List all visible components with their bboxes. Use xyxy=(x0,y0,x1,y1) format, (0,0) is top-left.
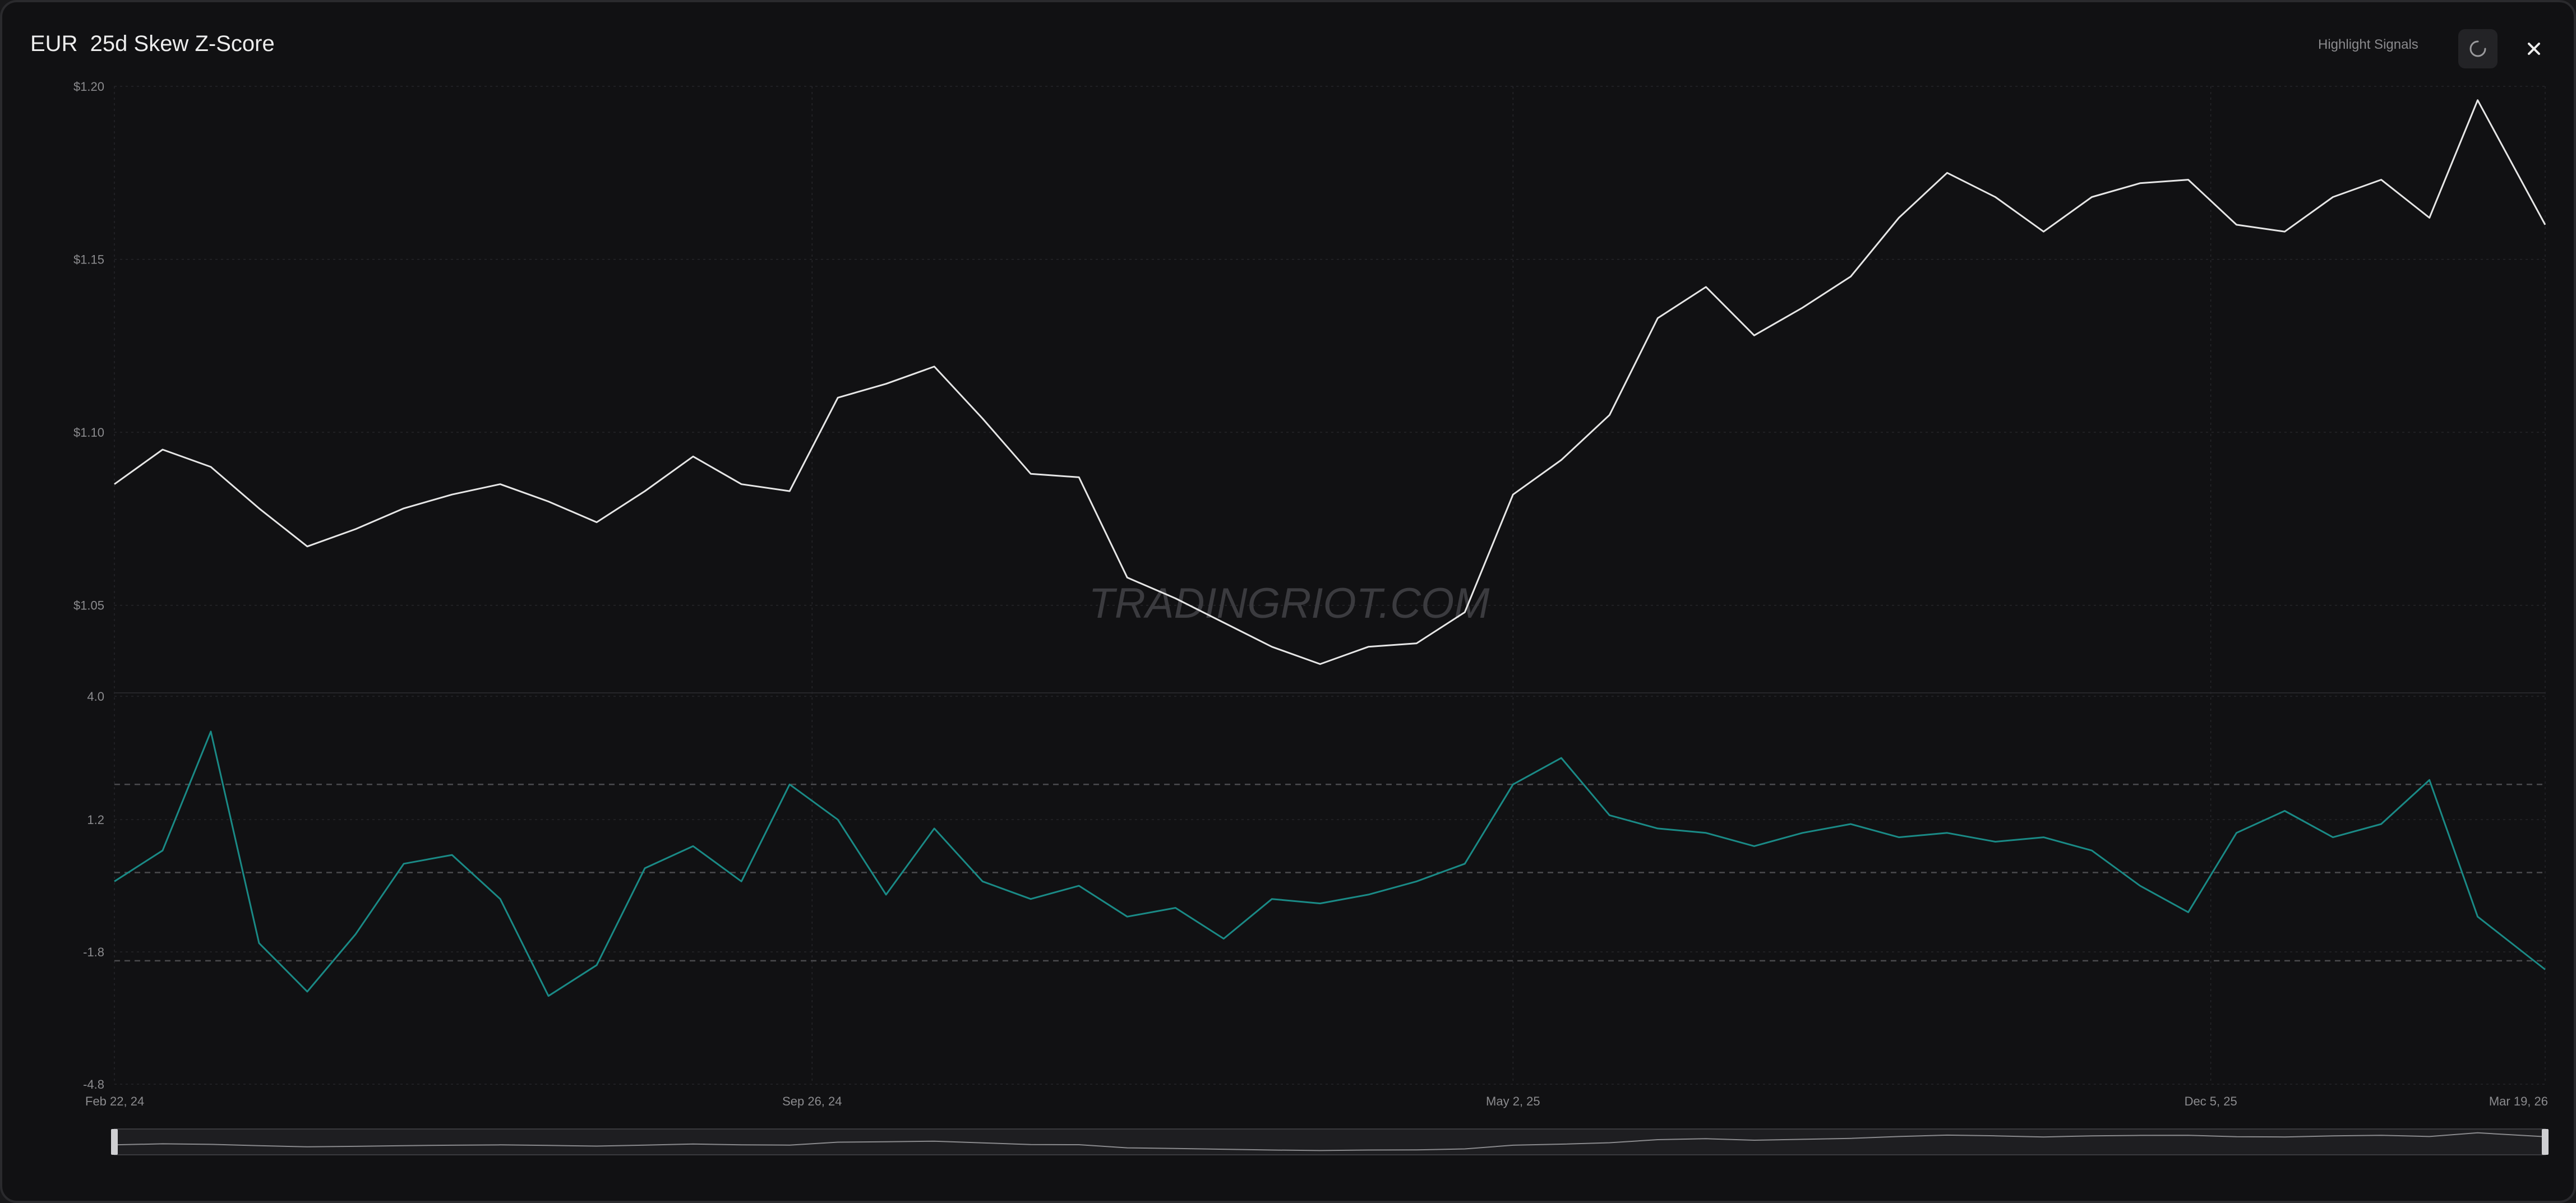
chart-title: EUR 25d Skew Z-Score xyxy=(30,31,275,56)
refresh-button[interactable] xyxy=(2458,29,2497,68)
navigator-track xyxy=(114,1128,2546,1155)
x-tick-label: Mar 19, 26 xyxy=(2489,1094,2548,1108)
y-tick-label: -4.8 xyxy=(83,1077,104,1091)
y-tick-label: $1.15 xyxy=(73,253,104,267)
x-tick-label: May 2, 25 xyxy=(1486,1094,1540,1108)
y-tick-label: 1.2 xyxy=(87,813,104,827)
x-tick-label: Sep 26, 24 xyxy=(782,1094,842,1108)
y-tick-label: $1.05 xyxy=(73,599,104,613)
zscore-line xyxy=(114,730,2546,997)
refresh-icon xyxy=(2469,40,2486,57)
watermark: TRADINGRIOT.COM xyxy=(1089,580,1490,627)
price-line xyxy=(114,99,2546,665)
x-tick-label: Dec 5, 25 xyxy=(2185,1094,2237,1108)
y-tick-label: $1.20 xyxy=(73,80,104,94)
close-icon xyxy=(2528,43,2540,55)
y-tick-label: -1.8 xyxy=(83,945,104,959)
navigator-handle-left[interactable] xyxy=(111,1129,118,1155)
x-tick-label: Feb 22, 24 xyxy=(85,1094,144,1108)
y-tick-label: $1.10 xyxy=(73,425,104,439)
highlight-signals-button[interactable]: Highlight Signals xyxy=(2318,37,2418,52)
navigator-handle-right[interactable] xyxy=(2542,1129,2549,1155)
navigator-line xyxy=(114,1132,2546,1151)
y-tick-label: 4.0 xyxy=(87,690,104,704)
close-button[interactable] xyxy=(2514,29,2554,68)
